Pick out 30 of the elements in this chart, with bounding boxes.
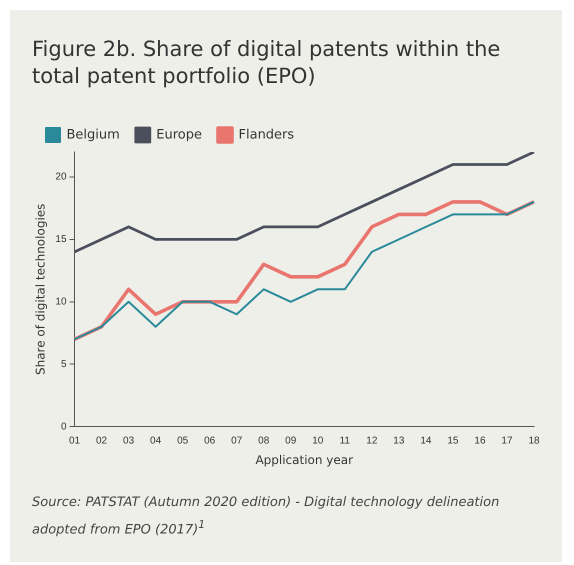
source-note: Source: PATSTAT (Autumn 2020 edition) - Digital technology delineation adopted from EPO (2017)$^{1}$ bbox=[32, 494, 500, 540]
x-tick-label: 05 bbox=[177, 435, 189, 446]
x-tick-label: 12 bbox=[366, 435, 378, 446]
x-tick-label: 17 bbox=[501, 435, 513, 446]
x-tick-label: 08 bbox=[258, 435, 270, 446]
x-tick-label: 04 bbox=[150, 435, 162, 446]
y-axis-title: Share of digital technologies bbox=[33, 204, 48, 376]
x-tick-label: 10 bbox=[312, 435, 324, 446]
x-tick-label: 01 bbox=[68, 435, 81, 446]
x-tick-label: 16 bbox=[474, 435, 486, 446]
x-axis-title: Application year bbox=[255, 452, 354, 467]
x-tick-label: 06 bbox=[204, 435, 216, 446]
x-tick-label: 07 bbox=[231, 435, 243, 446]
y-tick-label: 5 bbox=[60, 358, 67, 370]
y-tick-label: 10 bbox=[55, 296, 67, 308]
x-tick-label: 02 bbox=[96, 435, 108, 446]
x-tick-label: 11 bbox=[340, 435, 350, 446]
x-tick-label: 09 bbox=[285, 435, 297, 446]
legend-label: Flanders bbox=[238, 127, 294, 142]
y-tick-label: 20 bbox=[55, 172, 67, 183]
chart-title: Figure 2b. Share of digital patents within the total patent portfolio (EPO) bbox=[32, 36, 502, 90]
x-tick-label: 14 bbox=[420, 435, 432, 446]
legend-label: Belgium bbox=[66, 127, 120, 142]
legend-label: Europe bbox=[156, 127, 202, 142]
y-tick-label: 0 bbox=[60, 421, 67, 432]
x-tick-label: 13 bbox=[393, 435, 405, 446]
y-tick-label: 15 bbox=[55, 234, 67, 246]
x-tick-label: 15 bbox=[447, 435, 459, 446]
x-tick-label: 03 bbox=[123, 435, 135, 446]
x-tick-label: 18 bbox=[528, 435, 540, 446]
